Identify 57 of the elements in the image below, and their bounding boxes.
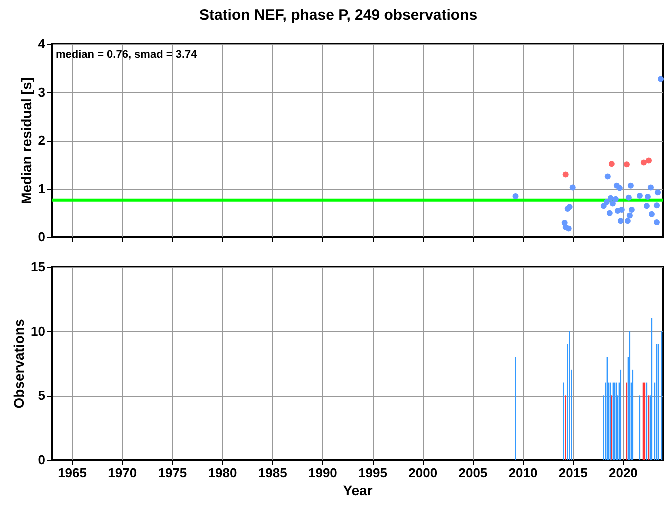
- x-tick-label: 2020: [608, 466, 638, 480]
- point: [562, 172, 569, 178]
- y-tick-label: 15: [31, 260, 46, 274]
- point: [654, 202, 660, 209]
- point: [618, 218, 624, 224]
- y-tick-label: 4: [38, 36, 46, 52]
- y-axis-title: Observations: [11, 319, 28, 409]
- point: [600, 203, 607, 210]
- point: [654, 190, 661, 196]
- point: [610, 200, 616, 207]
- point: [626, 194, 632, 201]
- point: [512, 193, 519, 200]
- chart-title: Station NEF, phase P, 249 observations: [199, 7, 478, 24]
- point: [644, 194, 651, 200]
- point: [628, 182, 634, 189]
- point: [628, 206, 635, 213]
- x-tick-label: 1995: [358, 466, 388, 480]
- point: [648, 184, 654, 191]
- point: [608, 195, 614, 202]
- point: [624, 218, 631, 224]
- y-tick-label: 5: [38, 388, 46, 404]
- point: [566, 226, 572, 232]
- y-axis-title: Median residual [s]: [18, 78, 34, 204]
- y-tick-label: 0: [38, 230, 46, 244]
- point: [646, 158, 652, 164]
- x-tick-label: 1965: [58, 466, 87, 480]
- point: [626, 212, 633, 219]
- point: [658, 76, 664, 82]
- x-tick-label: 1975: [158, 466, 188, 480]
- x-tick-label: 1970: [108, 466, 138, 480]
- point: [612, 196, 619, 202]
- point: [608, 161, 615, 168]
- x-tick-label: 2000: [408, 466, 438, 480]
- point: [636, 192, 643, 199]
- y-tick-label: 10: [31, 324, 46, 339]
- x-tick-label: 1985: [258, 466, 288, 480]
- point: [648, 211, 655, 218]
- y-tick-label: 0: [38, 452, 46, 468]
- point: [616, 185, 623, 192]
- point: [570, 184, 576, 191]
- point: [606, 210, 613, 216]
- x-tick-label: 2015: [558, 466, 588, 480]
- x-axis-title: Year: [343, 482, 374, 498]
- x-tick-label: 1980: [208, 466, 238, 480]
- y-tick-label: 2: [38, 133, 46, 148]
- point: [604, 174, 611, 180]
- y-tick-label: 1: [38, 181, 46, 196]
- point: [624, 162, 630, 168]
- x-tick-label: 2005: [458, 466, 488, 480]
- point: [614, 208, 621, 214]
- annotation: median = 0.76, smad = 3.74: [56, 49, 198, 61]
- y-tick-label: 3: [38, 84, 46, 100]
- point: [640, 160, 647, 166]
- x-tick-label: 1990: [308, 466, 338, 480]
- point: [654, 220, 660, 226]
- point: [644, 203, 650, 210]
- x-tick-label: 2010: [508, 466, 538, 480]
